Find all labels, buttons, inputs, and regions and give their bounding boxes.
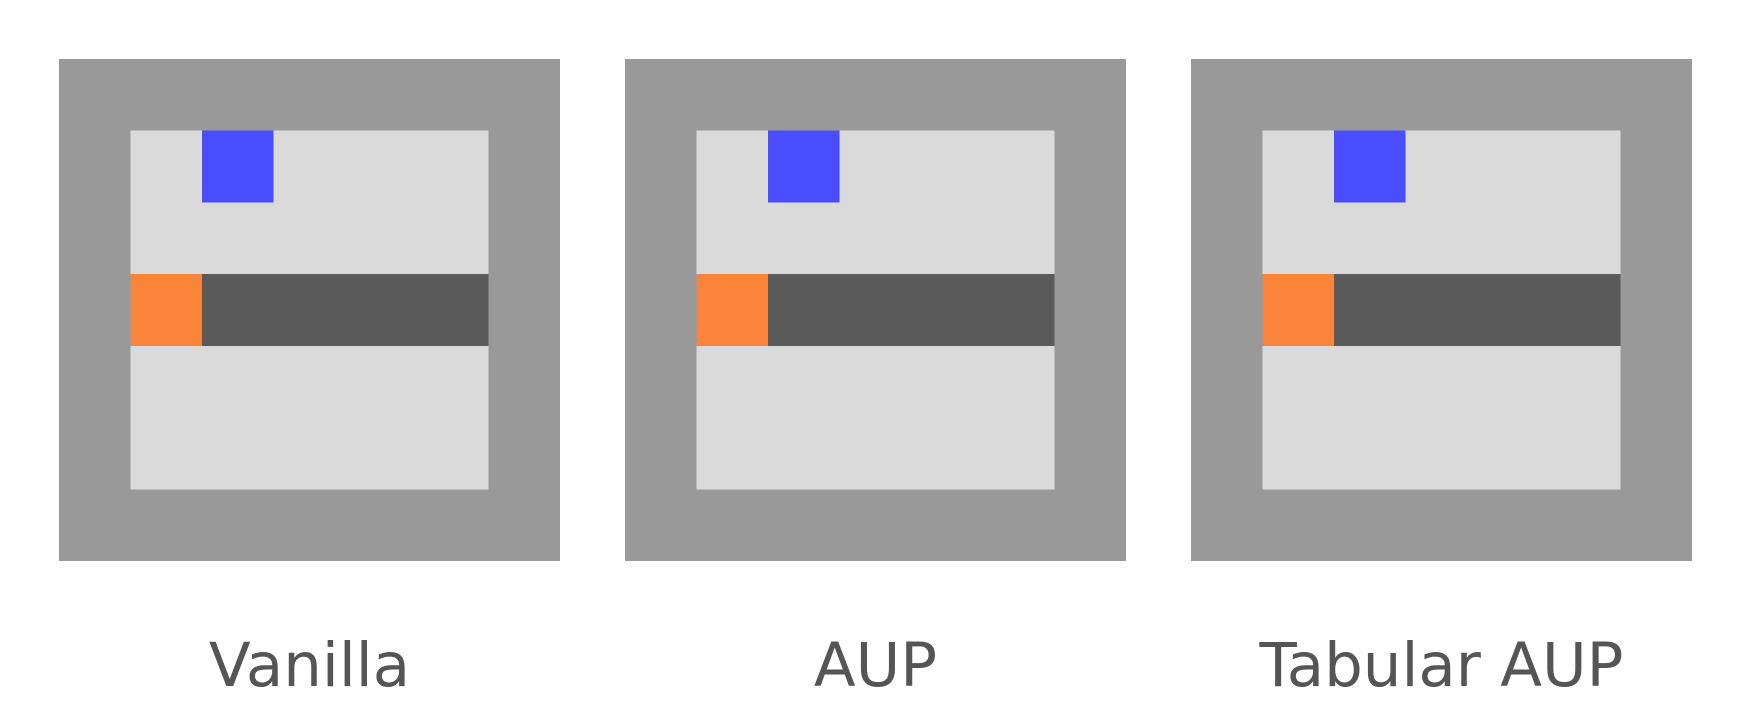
agent-body-segment — [982, 274, 1055, 346]
gridworld-vanilla — [59, 59, 560, 561]
agent-head — [696, 274, 769, 346]
agent-body-segment — [273, 274, 346, 346]
agent-body-segment — [768, 274, 840, 346]
agent-body-segment — [1548, 274, 1621, 346]
caption-tabular-aup: Tabular AUP — [1259, 630, 1624, 701]
agent-head — [130, 274, 203, 346]
agent-body-segment — [911, 274, 983, 346]
goal-square — [202, 130, 274, 203]
agent-head — [1262, 274, 1335, 346]
caption-vanilla: Vanilla — [208, 630, 411, 701]
goal-square — [768, 130, 840, 203]
gridworld-tabular-aup — [1191, 59, 1692, 561]
agent-body-segment — [1405, 274, 1478, 346]
agent-body-segment — [1334, 274, 1406, 346]
panel-aup: AUP — [625, 59, 1126, 701]
goal-square — [1334, 130, 1406, 203]
agent-body-segment — [345, 274, 417, 346]
agent-body-segment — [1477, 274, 1549, 346]
gridworld-aup — [625, 59, 1126, 561]
agent-body-segment — [839, 274, 912, 346]
caption-aup: AUP — [813, 630, 938, 701]
agent-body-segment — [202, 274, 274, 346]
panel-tabular-aup: Tabular AUP — [1191, 59, 1692, 701]
agent-body-segment — [416, 274, 489, 346]
panel-vanilla: Vanilla — [59, 59, 560, 701]
